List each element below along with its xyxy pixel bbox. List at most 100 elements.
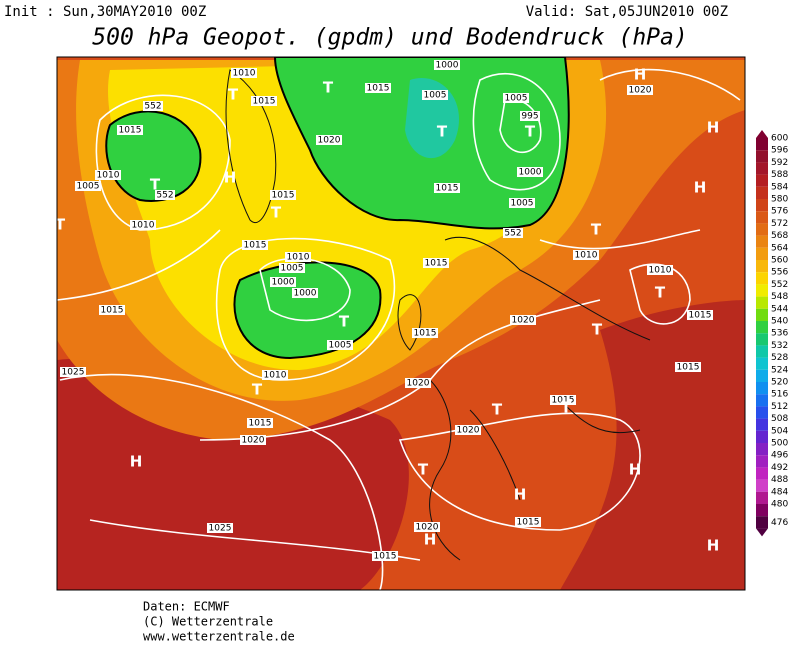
- colorbar-label: 532: [771, 341, 788, 351]
- colorbar-label: 484: [771, 487, 788, 497]
- colorbar-label: 560: [771, 256, 788, 266]
- label-box: [207, 523, 233, 533]
- label-box: [414, 522, 440, 532]
- isobar-label: 1015: [253, 97, 276, 107]
- map-frame: [56, 56, 746, 591]
- colorbar-label: 540: [771, 317, 788, 327]
- colorbar-label: 588: [771, 170, 788, 180]
- label-box: [279, 263, 305, 273]
- label-box: [550, 395, 576, 405]
- isobar-label: 1020: [242, 436, 265, 446]
- isobar-label: 1000: [436, 61, 459, 71]
- colorbar-swatch: [756, 211, 768, 224]
- colorbar-label: 548: [771, 292, 788, 302]
- isobar-label: 552: [156, 191, 173, 201]
- label-box: [517, 167, 543, 177]
- colorbar-swatch: [756, 357, 768, 370]
- colorbar-swatch: [756, 199, 768, 212]
- isobar-label: 1025: [62, 368, 85, 378]
- isobar-label: 1005: [77, 182, 100, 192]
- colorbar-label: 584: [771, 182, 788, 192]
- colorbar-label: 564: [771, 243, 788, 253]
- label-box: [455, 425, 481, 435]
- label-box: [270, 277, 296, 287]
- label-box: [687, 310, 713, 320]
- isobar-label: 1005: [511, 199, 534, 209]
- colorbar-label: 492: [771, 463, 788, 473]
- isobar-label: 1015: [436, 184, 459, 194]
- pressure-center: T: [323, 79, 334, 97]
- label-box: [365, 83, 391, 93]
- pressure-center: T: [150, 176, 161, 194]
- isobar-label: 1000: [294, 289, 317, 299]
- label-box: [292, 288, 318, 298]
- pressure-center: T: [339, 313, 350, 331]
- colorbar-label: 568: [771, 231, 788, 241]
- map-title: 500 hPa Geopot. (gpdm) und Bodendruck (h…: [92, 25, 687, 51]
- label-box: [510, 315, 536, 325]
- colorbar-label: 576: [771, 207, 788, 217]
- colorbar-swatch: [756, 321, 768, 334]
- isobar-label: 1015: [689, 311, 712, 321]
- isobar: [89, 68, 741, 561]
- isobar-label: 552: [504, 229, 521, 239]
- footer-copyright: (C) Wetterzentrale: [143, 615, 273, 629]
- field-high: [560, 300, 745, 590]
- colorbar-label: 572: [771, 219, 788, 229]
- colorbar-label: 556: [771, 268, 788, 278]
- init-time: Init : Sun,30MAY2010 00Z: [4, 4, 206, 20]
- pressure-center: H: [694, 179, 707, 197]
- colorbar-swatch: [756, 272, 768, 285]
- isobar-label: 1020: [416, 523, 439, 533]
- label-box: [573, 250, 599, 260]
- label-box: [412, 328, 438, 338]
- colorbar-swatch: [756, 247, 768, 260]
- isobar-label: 552: [144, 102, 161, 112]
- isobar-label: 1015: [101, 306, 124, 316]
- isobar-label: 1005: [329, 341, 352, 351]
- pressure-center: T: [437, 123, 448, 141]
- pressure-center: T: [655, 284, 666, 302]
- colorbar-label: 496: [771, 451, 788, 461]
- colorbar-swatch: [756, 296, 768, 309]
- label-box: [503, 93, 529, 103]
- pressure-center: T: [525, 123, 536, 141]
- colorbar-label: 516: [771, 390, 788, 400]
- isobar-label: 1015: [272, 191, 295, 201]
- label-box: [285, 252, 311, 262]
- label-box: [515, 517, 541, 527]
- colorbar-swatch: [756, 516, 768, 529]
- label-box: [240, 435, 266, 445]
- isobar-label: 1020: [318, 136, 341, 146]
- colorbar-label: 504: [771, 426, 788, 436]
- pressure-center: H: [634, 66, 647, 84]
- label-box: [247, 418, 273, 428]
- colorbar-label: 528: [771, 353, 788, 363]
- colorbar-label: 596: [771, 146, 788, 156]
- colorbar-swatch: [756, 430, 768, 443]
- label-box: [75, 181, 101, 191]
- colorbar-swatch: [756, 333, 768, 346]
- pressure-center: T: [592, 321, 603, 339]
- isobar-label: 1015: [249, 419, 272, 429]
- colorbar-label: 520: [771, 378, 788, 388]
- colorbar-swatch: [756, 223, 768, 236]
- valid-time: Valid: Sat,05JUN2010 00Z: [526, 4, 728, 20]
- isobar-label: 1010: [132, 221, 155, 231]
- pressure-center: H: [707, 537, 720, 555]
- colorbar-label: 512: [771, 402, 788, 412]
- isobar-label: 1010: [575, 251, 598, 261]
- label-box: [117, 125, 143, 135]
- colorbar-label: 508: [771, 414, 788, 424]
- colorbar-swatch: [756, 284, 768, 297]
- isobar-label: 995: [521, 112, 538, 122]
- colorbar-swatch: [756, 186, 768, 199]
- isobar-label: 1010: [233, 69, 256, 79]
- colorbar-label: 480: [771, 500, 788, 510]
- isobar-label: 1020: [457, 426, 480, 436]
- colorbar-label: 544: [771, 304, 788, 314]
- colorbar-swatch: [756, 382, 768, 395]
- isobar-label: 1015: [244, 241, 267, 251]
- colorbar-label: 536: [771, 329, 788, 339]
